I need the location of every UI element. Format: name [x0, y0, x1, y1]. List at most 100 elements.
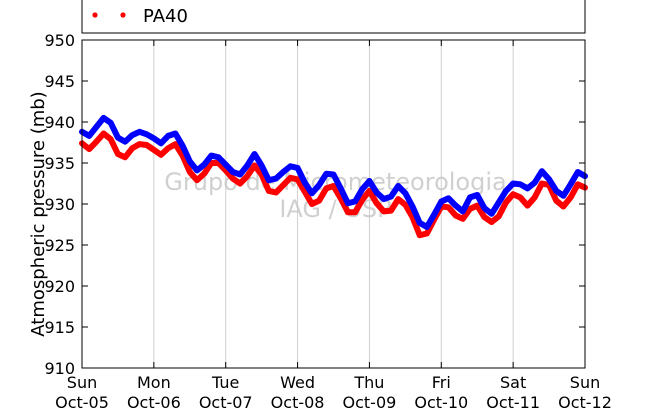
data-point: [338, 185, 344, 191]
data-point: [352, 209, 358, 215]
data-point: [323, 185, 329, 191]
y-tick-label: 935: [44, 154, 75, 173]
data-point: [108, 136, 114, 142]
data-point: [489, 219, 495, 225]
data-point: [366, 188, 372, 194]
data-point: [395, 196, 401, 202]
data-point: [424, 224, 430, 230]
data-point: [122, 139, 128, 145]
data-point: [460, 208, 466, 214]
x-tick-label-day: Sat: [500, 373, 526, 392]
data-point: [467, 206, 473, 212]
data-point: [244, 173, 250, 179]
data-point: [172, 130, 178, 137]
legend-box: [81, 0, 586, 34]
data-point: [194, 167, 200, 173]
data-point: [553, 188, 559, 194]
data-point: [524, 185, 531, 191]
data-point: [230, 169, 236, 175]
x-tick-label-date: Oct-05: [55, 393, 109, 409]
data-point: [345, 209, 351, 215]
data-point: [474, 192, 480, 198]
data-point: [352, 198, 358, 205]
data-point: [467, 194, 473, 200]
data-point: [251, 162, 258, 169]
data-point: [539, 168, 545, 174]
data-point: [151, 135, 157, 141]
data-point: [115, 135, 121, 141]
x-tick-label-date: Oct-10: [414, 393, 468, 409]
data-point: [445, 204, 452, 210]
data-point: [374, 189, 380, 196]
y-tick-label: 910: [44, 359, 75, 378]
data-point: [144, 142, 150, 148]
x-tick-label-day: Sun: [67, 373, 97, 392]
data-point: [474, 203, 480, 209]
data-point: [165, 133, 171, 139]
data-point: [287, 163, 293, 169]
y-axis-label: Atmospheric pressure (mb): [28, 91, 49, 336]
x-axis: SunOct-05MonOct-06TueOct-07WedOct-08ThuO…: [55, 40, 612, 409]
data-point: [532, 194, 538, 200]
data-point: [575, 169, 581, 175]
data-point: [359, 186, 365, 192]
data-point: [187, 169, 193, 175]
data-point: [295, 165, 301, 171]
data-point: [165, 145, 171, 151]
data-point: [316, 198, 322, 204]
legend-label: PA40: [143, 6, 188, 27]
data-point: [302, 180, 308, 186]
data-point: [388, 194, 394, 200]
data-point: [136, 129, 143, 135]
series-layer: [79, 114, 588, 239]
data-point: [280, 169, 286, 175]
data-point: [208, 153, 214, 159]
data-point: [86, 146, 92, 152]
data-point: [287, 175, 293, 181]
x-tick-label-date: Oct-11: [486, 393, 540, 409]
data-point: [93, 124, 99, 130]
data-point: [560, 203, 567, 210]
data-point: [366, 178, 372, 184]
data-point: [144, 131, 150, 137]
data-point: [194, 177, 200, 183]
data-point: [180, 143, 186, 149]
data-point: [266, 177, 272, 183]
data-point: [481, 205, 487, 211]
x-tick-label-day: Fri: [432, 373, 451, 392]
data-point: [524, 203, 531, 209]
data-point: [101, 115, 107, 121]
data-point: [136, 141, 143, 147]
data-point: [151, 147, 157, 153]
data-point: [93, 139, 99, 145]
data-point: [237, 180, 243, 187]
data-point: [510, 191, 516, 197]
data-point: [172, 141, 178, 147]
data-point: [395, 183, 401, 189]
x-tick-label-day: Sun: [570, 373, 600, 392]
data-point: [402, 202, 408, 208]
data-point: [460, 216, 466, 222]
data-point: [230, 176, 236, 182]
y-tick-label: 925: [44, 236, 75, 255]
data-point: [244, 162, 250, 169]
x-tick-label-day: Tue: [211, 373, 239, 392]
data-point: [453, 203, 459, 209]
data-point: [237, 171, 243, 178]
data-point: [481, 214, 487, 220]
data-point: [496, 213, 502, 219]
x-tick-label-day: Mon: [137, 373, 171, 392]
data-point: [503, 188, 509, 194]
data-point: [251, 151, 258, 157]
x-tick-label-date: Oct-08: [271, 393, 325, 409]
data-point: [259, 162, 265, 169]
data-point: [517, 181, 523, 187]
data-point: [122, 154, 128, 160]
data-point: [388, 208, 394, 214]
x-tick-label-date: Oct-12: [558, 393, 612, 409]
data-point: [280, 182, 286, 188]
data-point: [129, 132, 135, 138]
data-point: [374, 200, 380, 206]
x-tick-label-day: Thu: [353, 373, 384, 392]
